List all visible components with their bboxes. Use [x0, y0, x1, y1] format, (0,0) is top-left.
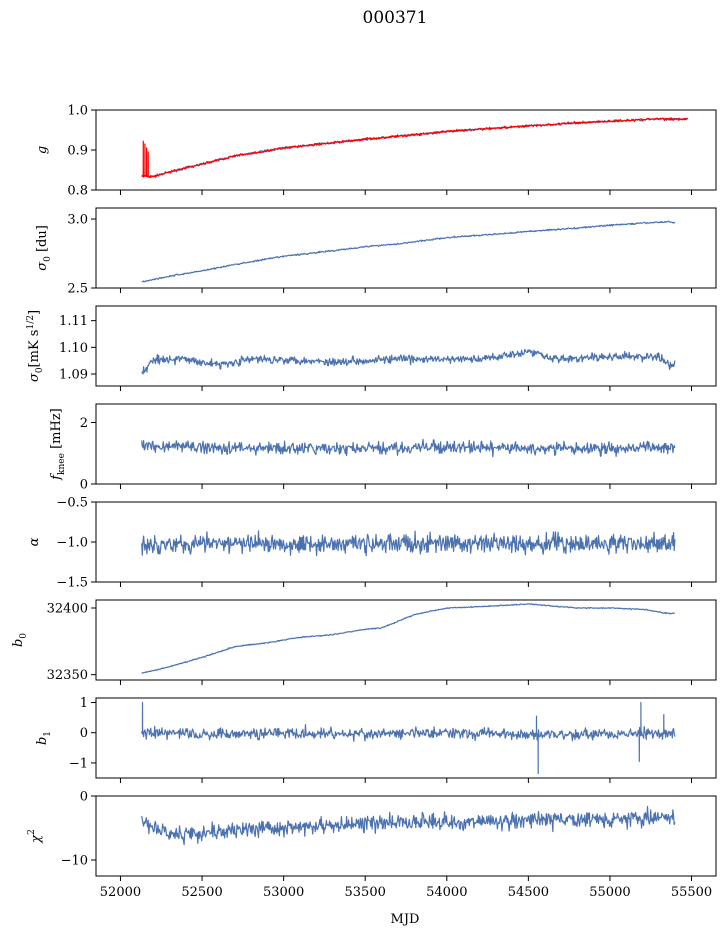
series-line-5-1 — [141, 530, 676, 557]
y-tick-label: 3.0 — [67, 213, 88, 228]
panel-8: 52000 52500 53000 53500 54000 54500 55000 55500… — [27, 790, 717, 900]
y-axis-label: σ0[mK s1/2] — [26, 310, 45, 382]
y-tick-label: 1.0 — [67, 104, 88, 119]
x-axis-label: MJD — [391, 912, 420, 927]
panel-2: 2.5 3.0 σ0 [du] — [35, 207, 717, 297]
y-tick-label: 1.11 — [59, 314, 88, 329]
x-tick-label: 52000 — [100, 885, 141, 900]
panel-7: −1 0 1 b1 — [35, 696, 717, 783]
y-axis-label: σ0 [du] — [35, 225, 53, 271]
x-tick-label: 54500 — [508, 885, 549, 900]
y-tick-label: 0 — [80, 478, 88, 493]
y-tick-label: −1.5 — [56, 576, 88, 591]
y-axis-label: b0 — [11, 633, 29, 647]
y-tick-label: −1.0 — [56, 536, 88, 551]
y-axis-label: χ2 — [27, 829, 44, 844]
y-tick-label: 32400 — [47, 602, 88, 617]
panel-5: −1.5 −1.0 −0.5 α — [27, 496, 717, 591]
axes-frame — [95, 599, 717, 681]
series-line-8-1 — [141, 805, 676, 846]
y-axis-label: α — [27, 537, 42, 546]
y-tick-label: 2 — [80, 416, 88, 431]
figure-title: 000371 — [363, 8, 428, 28]
panel-3: 1.09 1.10 1.11 σ0[mK s1/2] — [26, 305, 717, 391]
y-tick-label: 32350 — [47, 668, 88, 683]
x-tick-label: 53000 — [263, 885, 304, 900]
series-line-6-1 — [141, 603, 676, 674]
series-line-2-1 — [141, 220, 676, 283]
y-tick-label: 0 — [80, 790, 88, 805]
axes-frame — [95, 403, 717, 485]
y-tick-label: −10 — [61, 854, 88, 869]
panel-6: 32350 32400 b0 — [11, 599, 717, 685]
x-tick-label: 54000 — [426, 885, 467, 900]
panel-4: 0 2 fknee [mHz] — [49, 403, 717, 493]
x-tick-label: 55000 — [589, 885, 630, 900]
series-line-4-1 — [141, 438, 676, 458]
y-axis-label: b1 — [35, 731, 53, 745]
y-tick-label: −0.5 — [56, 496, 88, 511]
y-tick-label: 0.9 — [67, 144, 88, 159]
x-tick-label: 52500 — [181, 885, 222, 900]
axes-frame — [95, 795, 717, 877]
series-line-1-1 — [141, 117, 689, 178]
x-tick-label: 55500 — [671, 885, 712, 900]
y-tick-label: −1 — [69, 756, 88, 771]
y-tick-label: 1.09 — [59, 368, 88, 383]
axes-frame — [95, 697, 717, 779]
x-tick-label: 53500 — [345, 885, 386, 900]
y-tick-label: 0 — [80, 726, 88, 741]
axes-frame — [95, 207, 717, 289]
panels: 0.8 0.9 1.0 g 2.5 3.0 σ0 [du] 1.09 1.10 1.11 σ0[mK… — [11, 104, 717, 900]
y-axis-label: fknee [mHz] — [49, 408, 67, 481]
series-line-1-2 — [141, 117, 689, 179]
y-tick-label: 1 — [80, 696, 88, 711]
y-tick-label: 2.5 — [67, 282, 88, 297]
series-line-3-1 — [141, 348, 676, 375]
y-axis-label: g — [35, 146, 50, 154]
axes-frame — [95, 305, 717, 387]
y-tick-label: 0.8 — [67, 184, 88, 199]
panel-1: 0.8 0.9 1.0 g — [35, 104, 717, 199]
y-tick-label: 1.10 — [59, 341, 88, 356]
series-line-7-1 — [141, 701, 676, 775]
